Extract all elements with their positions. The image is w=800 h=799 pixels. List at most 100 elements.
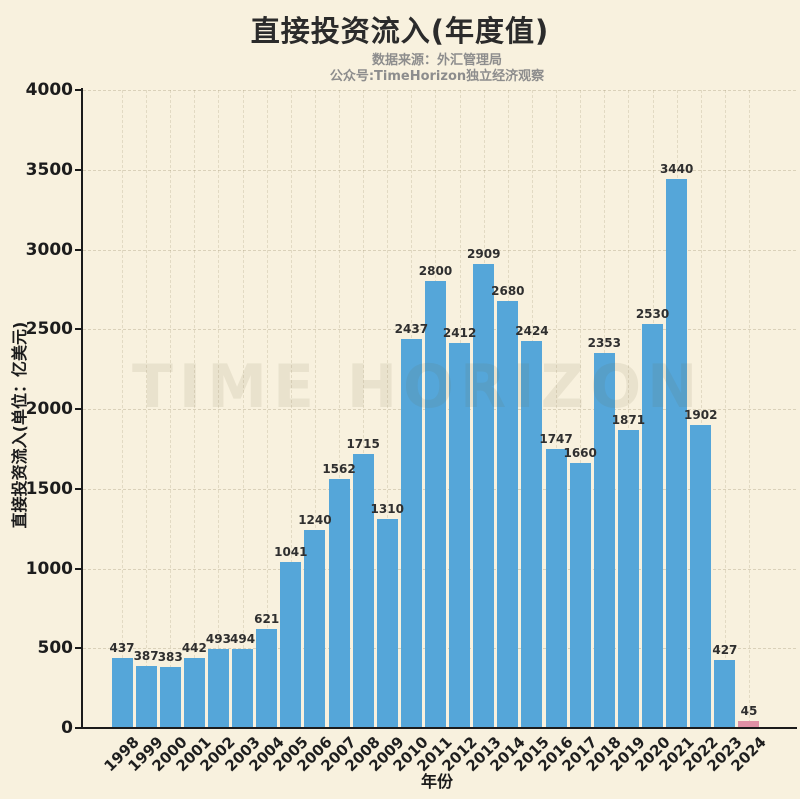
y-tick-mark xyxy=(75,408,82,410)
bar-2017 xyxy=(569,463,591,728)
y-tick-mark xyxy=(75,487,82,490)
y-tick-label: 1500 xyxy=(25,478,73,499)
y-tick-label: 3000 xyxy=(25,239,73,260)
gridline-vertical xyxy=(218,90,220,728)
gridline-horizontal xyxy=(83,90,796,91)
y-tick-label: 2500 xyxy=(25,319,73,340)
gridline-vertical xyxy=(314,90,316,728)
bar-2004 xyxy=(256,628,278,728)
chart-subtitle-account: 公众号:TimeHorizon独立经济观察 xyxy=(329,69,545,84)
gridline-vertical xyxy=(724,90,726,728)
gridline-vertical xyxy=(290,90,292,728)
bar-2008 xyxy=(352,454,374,728)
gridline-vertical xyxy=(266,90,268,728)
bar-2024 xyxy=(738,720,760,728)
y-tick-mark xyxy=(75,567,82,570)
gridline-vertical xyxy=(146,90,148,728)
gridline-vertical xyxy=(339,90,341,728)
gridline-vertical xyxy=(387,90,389,728)
bar-2006 xyxy=(304,530,326,728)
bar-value-label: 2412 xyxy=(442,326,477,341)
bar-2012 xyxy=(449,343,471,728)
bar-2016 xyxy=(545,449,567,728)
y-tick-label: 500 xyxy=(37,638,74,659)
gridline-vertical xyxy=(700,90,702,728)
gridline-vertical xyxy=(170,90,172,728)
bar-2009 xyxy=(376,519,398,728)
x-axis-label: 年份 xyxy=(420,772,453,791)
bar-2022 xyxy=(690,424,712,728)
bar-value-label: 437 xyxy=(109,641,135,656)
y-tick-mark xyxy=(75,168,82,171)
x-axis-spine xyxy=(81,727,797,729)
y-tick-mark xyxy=(75,647,82,650)
bar-1998 xyxy=(111,658,133,728)
gridline-vertical xyxy=(194,90,196,728)
bar-2003 xyxy=(232,649,254,728)
bar-2013 xyxy=(473,264,495,728)
gridline-vertical xyxy=(122,90,123,728)
bar-2001 xyxy=(183,657,205,728)
bar-value-label: 1747 xyxy=(539,432,573,447)
y-tick-label: 0 xyxy=(61,718,73,738)
bar-value-label: 2424 xyxy=(515,324,549,339)
y-tick-mark xyxy=(75,248,82,251)
gridline-vertical xyxy=(556,90,558,728)
y-tick-label: 1000 xyxy=(25,558,73,579)
bar-value-label: 1660 xyxy=(563,446,597,461)
bar-value-label: 1715 xyxy=(346,437,380,452)
bar-value-label: 2800 xyxy=(418,264,453,279)
y-tick-label: 4000 xyxy=(25,80,73,100)
bar-2000 xyxy=(159,666,181,728)
gridline-horizontal xyxy=(83,249,796,251)
chart-subtitle-source: 数据来源：外汇管理局 xyxy=(371,53,502,68)
bar-value-label: 1310 xyxy=(370,502,404,517)
bar-2005 xyxy=(280,561,302,728)
bar-2019 xyxy=(617,429,639,728)
gridline-vertical xyxy=(748,90,750,728)
y-tick-mark xyxy=(75,89,82,91)
chart-title: 直接投资流入(年度值) xyxy=(250,14,550,48)
bar-value-label: 2530 xyxy=(635,307,670,322)
bar-2002 xyxy=(207,649,229,728)
bar-value-label: 1240 xyxy=(298,513,332,528)
bar-value-label: 2909 xyxy=(467,247,501,261)
bar-value-label: 383 xyxy=(157,649,183,664)
bar-value-label: 427 xyxy=(712,642,738,657)
bar-value-label: 493 xyxy=(205,632,231,647)
bar-2015 xyxy=(521,341,543,728)
bar-2014 xyxy=(497,300,519,728)
bar-2010 xyxy=(400,339,422,728)
y-tick-mark xyxy=(75,328,82,331)
bar-value-label: 387 xyxy=(133,649,159,664)
bar-value-label: 3440 xyxy=(659,162,694,177)
bar-2023 xyxy=(714,659,736,728)
bar-value-label: 494 xyxy=(230,632,256,647)
bar-value-label: 1902 xyxy=(684,407,718,422)
gridline-vertical xyxy=(242,90,244,728)
y-tick-label: 2000 xyxy=(25,399,73,419)
gridline-vertical xyxy=(628,90,630,728)
bar-value-label: 621 xyxy=(254,611,280,626)
bar-2018 xyxy=(593,352,615,728)
gridline-vertical xyxy=(363,90,365,728)
bar-value-label: 442 xyxy=(181,640,207,655)
bar-value-label: 2353 xyxy=(587,335,621,350)
bar-2011 xyxy=(424,281,446,728)
bar-1999 xyxy=(135,666,157,728)
bar-value-label: 2437 xyxy=(394,322,429,337)
bar-value-label: 1871 xyxy=(611,412,646,427)
y-axis-spine xyxy=(81,88,83,729)
bar-2007 xyxy=(328,478,350,728)
bar-value-label: 1041 xyxy=(274,544,308,559)
gridline-vertical xyxy=(580,90,582,728)
y-tick-mark xyxy=(75,727,82,729)
bar-value-label: 2680 xyxy=(491,283,525,298)
gridline-horizontal xyxy=(83,169,796,171)
bar-value-label: 1562 xyxy=(322,461,356,476)
bar-2020 xyxy=(642,324,664,728)
bar-value-label: 45 xyxy=(740,703,758,718)
bar-2021 xyxy=(666,179,688,728)
y-tick-label: 3500 xyxy=(25,159,73,180)
